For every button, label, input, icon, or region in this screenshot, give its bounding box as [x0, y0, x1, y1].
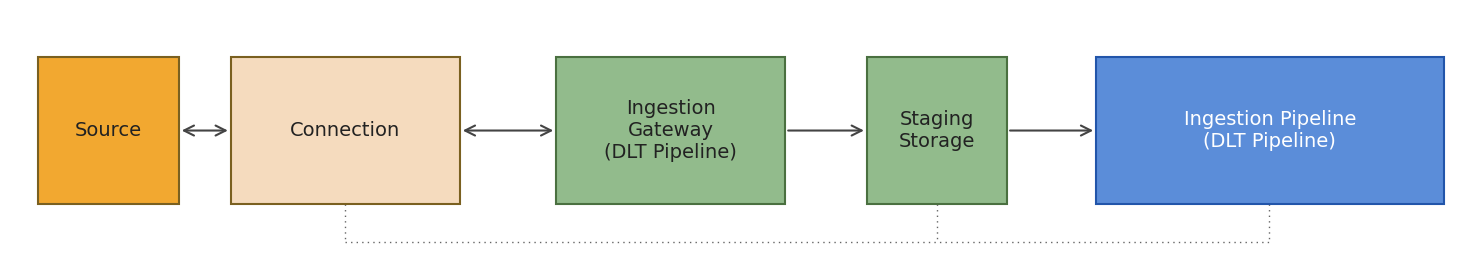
- FancyBboxPatch shape: [867, 57, 1008, 204]
- FancyBboxPatch shape: [1097, 57, 1443, 204]
- Text: Ingestion Pipeline
(DLT Pipeline): Ingestion Pipeline (DLT Pipeline): [1184, 110, 1356, 151]
- Text: Connection: Connection: [290, 121, 400, 140]
- FancyBboxPatch shape: [39, 57, 179, 204]
- Text: Staging
Storage: Staging Storage: [898, 110, 975, 151]
- Text: Source: Source: [76, 121, 142, 140]
- FancyBboxPatch shape: [231, 57, 459, 204]
- Text: Ingestion
Gateway
(DLT Pipeline): Ingestion Gateway (DLT Pipeline): [605, 99, 737, 162]
- FancyBboxPatch shape: [556, 57, 785, 204]
